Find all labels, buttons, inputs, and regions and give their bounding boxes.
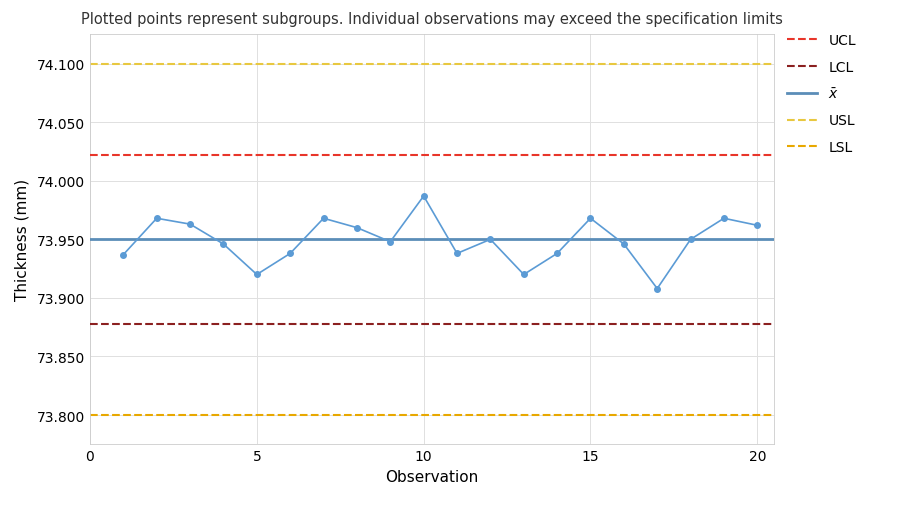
X-axis label: Observation: Observation: [385, 469, 479, 484]
Y-axis label: Thickness (mm): Thickness (mm): [15, 179, 30, 301]
Title: Plotted points represent subgroups. Individual observations may exceed the speci: Plotted points represent subgroups. Indi…: [81, 12, 783, 27]
Legend: UCL, LCL, $\bar{x}$, USL, LSL: UCL, LCL, $\bar{x}$, USL, LSL: [787, 34, 856, 155]
